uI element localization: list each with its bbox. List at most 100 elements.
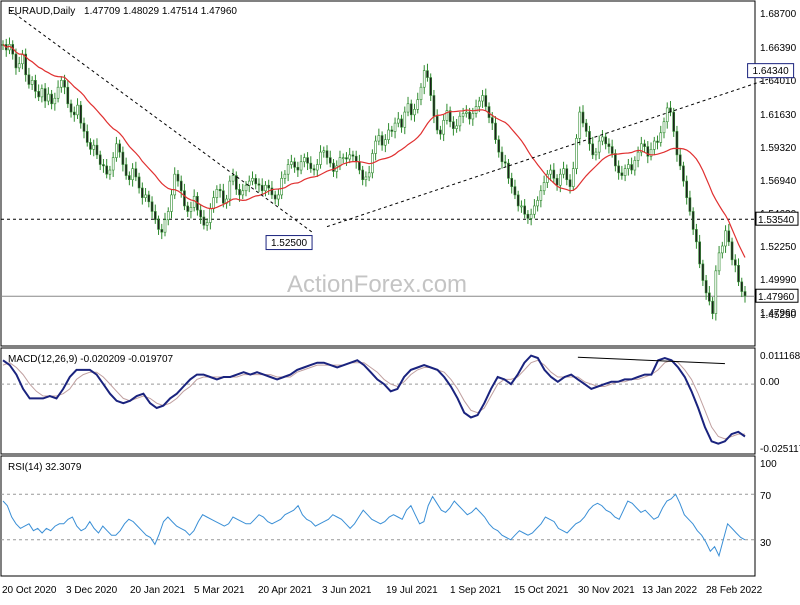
candle-body [701, 263, 705, 281]
candle-body [377, 135, 381, 142]
candle-body [89, 142, 92, 150]
candle-body [176, 173, 180, 182]
candle-body [157, 219, 160, 230]
macd-divergence-line [577, 356, 725, 365]
candle-body [56, 86, 60, 99]
candle-body [309, 162, 313, 169]
candle-body [646, 146, 650, 157]
candle-body [455, 125, 458, 129]
candle-body [247, 180, 251, 186]
candle-body [665, 107, 669, 123]
candle-body [688, 197, 692, 212]
candle-body [328, 157, 332, 164]
candle-body [516, 194, 520, 207]
candle-body [578, 111, 582, 139]
candle-body [507, 162, 510, 179]
candle-body [277, 194, 280, 200]
candle-body [510, 178, 514, 187]
trendline [326, 70, 794, 228]
candle-body [251, 178, 254, 182]
candle-body [552, 169, 556, 179]
candle-body [358, 161, 361, 171]
candle-body [461, 113, 465, 117]
candle-body [384, 139, 387, 146]
candle-body [354, 155, 358, 163]
candle-body [555, 178, 559, 186]
price-annotation-box [747, 63, 795, 79]
candle-body [111, 157, 115, 171]
candle-body [60, 80, 63, 88]
candle-body [571, 168, 575, 187]
candle-body [623, 168, 627, 176]
candle-body [254, 178, 258, 185]
price-tick-label: 1.59320 [760, 143, 797, 154]
candle-body [367, 172, 371, 178]
candle-body [549, 169, 552, 175]
candle-body [179, 180, 183, 192]
candle-body [163, 219, 167, 233]
candle-body [465, 111, 468, 114]
candle-body [429, 77, 433, 96]
macd-signal-line [2, 359, 745, 440]
candle-body [497, 139, 501, 153]
candle-body [601, 136, 604, 142]
candle-body [458, 115, 462, 127]
candle-body [319, 151, 322, 165]
price-chart-title: EURAUD,Daily 1.47709 1.48029 1.47514 1.4… [8, 6, 237, 17]
rsi-tick-label: 30 [760, 538, 772, 549]
candle-body [717, 252, 721, 272]
candle-body [160, 229, 164, 233]
candle-body [565, 168, 569, 181]
price-tick-label: 1.61630 [760, 110, 797, 121]
candle-body [234, 175, 238, 190]
candle-body [199, 209, 202, 218]
candle-body [652, 140, 656, 150]
candle-body [714, 270, 718, 314]
price-tick-label: 1.45250 [760, 310, 797, 321]
candle-body [24, 53, 27, 76]
candle-body [523, 205, 526, 215]
candle-body [730, 241, 734, 261]
candle-body [393, 122, 397, 132]
x-tick-label: 20 Apr 2021 [258, 585, 312, 596]
candle-body [559, 173, 562, 186]
candle-body [150, 201, 154, 212]
candle-body [422, 70, 426, 88]
rsi-panel-frame [0, 455, 756, 577]
candle-body [98, 154, 102, 165]
candle-body [40, 88, 44, 98]
candle-body [189, 207, 193, 212]
candle-body [338, 157, 342, 167]
candle-body [85, 131, 89, 143]
candle-body [303, 157, 306, 163]
candle-body [209, 208, 212, 223]
candle-body [727, 230, 731, 243]
candle-body [575, 137, 578, 169]
candle-body [494, 122, 497, 140]
candle-body [737, 265, 740, 283]
candle-body [643, 143, 646, 147]
candle-body [435, 115, 439, 131]
candle-body [636, 151, 640, 161]
candle-body [675, 131, 679, 156]
candle-body [312, 168, 316, 171]
candle-body [63, 80, 66, 88]
price-tick-label: 1.52250 [760, 242, 797, 253]
macd-title: MACD(12,26,9) -0.020209 -0.019707 [8, 354, 174, 365]
candle-body [306, 157, 309, 164]
annotation-layer: 1.525001.643401.535401.622301.456101.535… [265, 63, 799, 303]
candle-body [529, 213, 533, 219]
candle-body [332, 162, 335, 172]
candle-body [413, 109, 416, 116]
x-tick-label: 1 Sep 2021 [450, 585, 502, 596]
candle-body [630, 164, 633, 171]
candle-body [452, 121, 455, 129]
candle-body [124, 164, 128, 176]
candle-body [76, 104, 79, 116]
candle-body [387, 129, 390, 140]
candle-body [144, 194, 147, 198]
candle-body [69, 103, 73, 113]
candle-body [238, 189, 241, 196]
candle-body [591, 143, 595, 156]
candle-body [153, 211, 157, 221]
